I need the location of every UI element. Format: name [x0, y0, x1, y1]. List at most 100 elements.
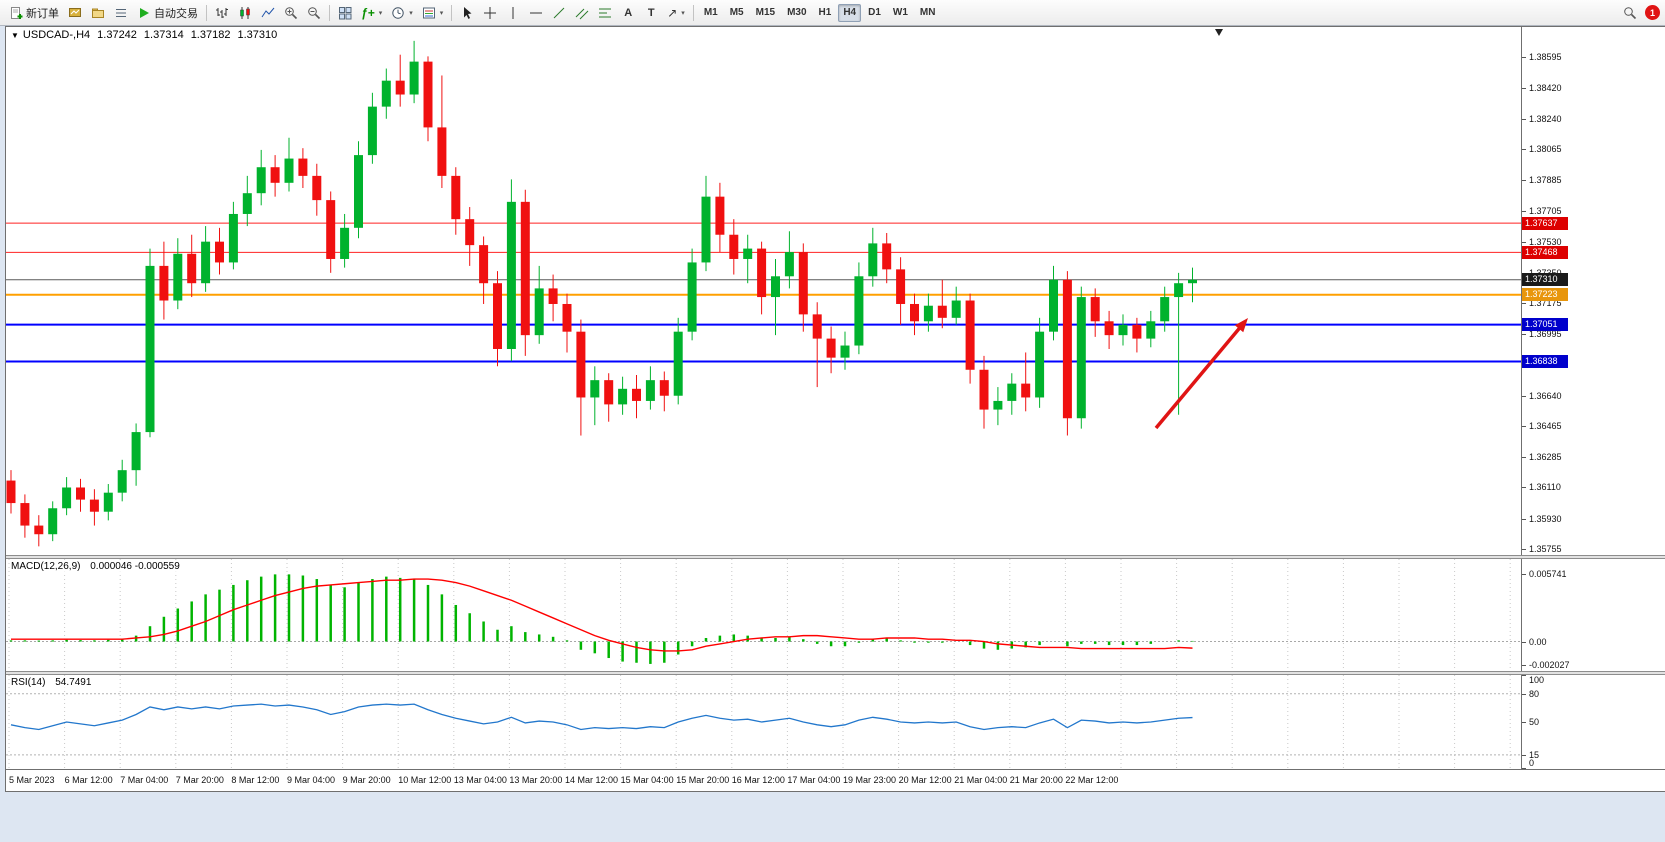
channel-tool-button[interactable] — [571, 2, 593, 23]
time-label: 15 Mar 20:00 — [676, 775, 730, 785]
line-chart-button[interactable] — [257, 2, 279, 23]
macd-main-value: 0.000046 — [90, 561, 132, 572]
panel-splitter[interactable] — [6, 555, 1665, 559]
trendline-icon — [553, 7, 565, 18]
scale-tick-label: 0.00 — [1529, 636, 1547, 647]
timeframe-m5-button[interactable]: M5 — [725, 4, 749, 22]
templates-button[interactable]: ▾ — [418, 2, 448, 23]
one-click-trading-arrow-icon[interactable]: ▼ — [11, 31, 19, 40]
scale-tick-mark — [1522, 57, 1526, 59]
scale-tick-mark — [1522, 548, 1526, 550]
rsi-plot[interactable]: RSI(14) 54.7491 — [6, 675, 1521, 769]
timeframe-mn-button[interactable]: MN — [915, 4, 941, 22]
price-marker: 1.37468 — [1522, 245, 1568, 259]
scale-tick-label: -0.002027 — [1529, 660, 1570, 670]
price-scale[interactable]: 1.38595 1.38420 1.38240 1.38065 1.37885 1.377… — [1521, 27, 1665, 555]
scale-tick-label: 1.36285 — [1529, 452, 1562, 463]
candlestick-chart[interactable] — [6, 27, 1521, 555]
rsi-panel: RSI(14) 54.7491 100 80 50 15 0 — [6, 675, 1665, 769]
high-value: 1.37314 — [143, 29, 184, 41]
indicators-button[interactable]: ƒ+ ▾ — [357, 2, 386, 23]
timeframe-h4-button[interactable]: H4 — [838, 3, 862, 22]
panel-splitter[interactable] — [6, 671, 1665, 675]
templates-icon — [422, 7, 435, 18]
rsi-scale[interactable]: 100 80 50 15 0 — [1521, 675, 1665, 769]
timeframe-m30-button[interactable]: M30 — [782, 4, 811, 22]
cursor-tool-button[interactable] — [456, 2, 478, 23]
scale-tick-mark — [1522, 675, 1526, 676]
scale-tick-mark — [1522, 722, 1526, 723]
auto-trading-button[interactable]: 自动交易 — [133, 2, 202, 23]
price-marker: 1.37637 — [1522, 216, 1568, 230]
scale-tick-mark — [1522, 754, 1526, 756]
new-order-button[interactable]: 新订单 — [5, 2, 63, 23]
symbol-timeframe: USDCAD-,H4 — [22, 29, 91, 41]
time-label: 21 Mar 20:00 — [1009, 775, 1063, 785]
charts-button[interactable] — [64, 2, 86, 23]
candlestick-chart-button[interactable] — [234, 2, 256, 23]
scale-tick-mark — [1522, 768, 1526, 769]
trendline-tool-button[interactable] — [548, 2, 570, 23]
timeframe-w1-button[interactable]: W1 — [888, 4, 913, 22]
fibonacci-icon — [599, 8, 612, 17]
time-label: 7 Mar 20:00 — [175, 775, 224, 785]
time-label: 10 Mar 12:00 — [398, 775, 452, 785]
notification-badge[interactable]: 1 — [1645, 5, 1660, 20]
fibonacci-tool-button[interactable] — [594, 2, 616, 23]
macd-chart[interactable] — [6, 559, 1521, 671]
scale-tick-label: 1.36995 — [1529, 329, 1562, 340]
price-marker: 1.37310 — [1522, 273, 1568, 287]
horizontal-line-tool-button[interactable] — [525, 2, 547, 23]
time-axis[interactable]: 5 Mar 2023 6 Mar 12:00 7 Mar 04:00 7 Mar 20… — [6, 769, 1665, 791]
toolbar-right-group: 1 — [1619, 2, 1660, 23]
time-label: 6 Mar 12:00 — [64, 775, 113, 785]
scale-tick-mark — [1522, 693, 1526, 695]
crosshair-tool-button[interactable] — [479, 2, 501, 23]
main-chart-plot[interactable]: ▼ USDCAD-,H4 1.37242 1.37314 1.37182 1.37310 — [6, 27, 1521, 555]
timeframe-m1-button[interactable]: M1 — [699, 4, 723, 22]
profiles-icon — [92, 8, 104, 18]
charts-icon — [69, 7, 81, 17]
time-label: 13 Mar 20:00 — [509, 775, 563, 785]
scale-tick-mark — [1522, 149, 1526, 151]
timeframe-d1-button[interactable]: D1 — [863, 4, 886, 22]
vertical-line-tool-button[interactable] — [502, 2, 524, 23]
scale-tick-label: 1.35755 — [1529, 543, 1562, 554]
tile-windows-button[interactable] — [334, 2, 356, 23]
zoom-in-button[interactable] — [280, 2, 302, 23]
candlestick-chart-icon — [240, 6, 250, 19]
macd-scale[interactable]: 0.005741 0.00 -0.002027 — [1521, 559, 1665, 671]
macd-label: MACD(12,26,9) 0.000046 -0.000559 — [11, 561, 180, 572]
bar-chart-button[interactable] — [211, 2, 233, 23]
timeframe-m15-button[interactable]: M15 — [751, 4, 780, 22]
equidistant-channel-icon — [575, 8, 589, 19]
time-label: 5 Mar 2023 — [9, 775, 55, 785]
tile-windows-icon — [339, 6, 352, 19]
arrows-tool-button[interactable]: ↗ ▾ — [663, 2, 689, 23]
time-label: 20 Mar 12:00 — [898, 775, 952, 785]
label-tool-button[interactable]: T — [640, 2, 662, 23]
scale-tick-mark — [1522, 518, 1526, 520]
scale-tick-label: 1.37175 — [1529, 298, 1562, 309]
scale-tick-mark — [1522, 426, 1526, 428]
text-tool-button[interactable]: A — [617, 2, 639, 23]
zoom-out-button[interactable] — [303, 2, 325, 23]
macd-plot[interactable]: MACD(12,26,9) 0.000046 -0.000559 — [6, 559, 1521, 671]
rsi-chart[interactable] — [6, 675, 1521, 769]
scale-tick-mark — [1522, 118, 1526, 120]
toolbar-separator — [451, 4, 453, 21]
profiles-button[interactable] — [87, 2, 109, 23]
periods-button[interactable]: ▾ — [387, 2, 417, 23]
scale-tick-label: 1.38240 — [1529, 113, 1562, 124]
scale-tick-mark — [1522, 487, 1526, 489]
timeframe-h1-button[interactable]: H1 — [814, 4, 837, 22]
cursor-icon — [464, 6, 472, 19]
time-label: 16 Mar 12:00 — [731, 775, 785, 785]
search-button[interactable] — [1619, 2, 1641, 23]
time-label: 22 Mar 12:00 — [1065, 775, 1119, 785]
scale-tick-label: 1.38065 — [1529, 144, 1562, 155]
scale-tick-label: 0 — [1529, 758, 1535, 768]
scale-tick-mark — [1522, 211, 1526, 213]
scale-tick-mark — [1522, 303, 1526, 305]
market-watch-button[interactable] — [110, 2, 132, 23]
